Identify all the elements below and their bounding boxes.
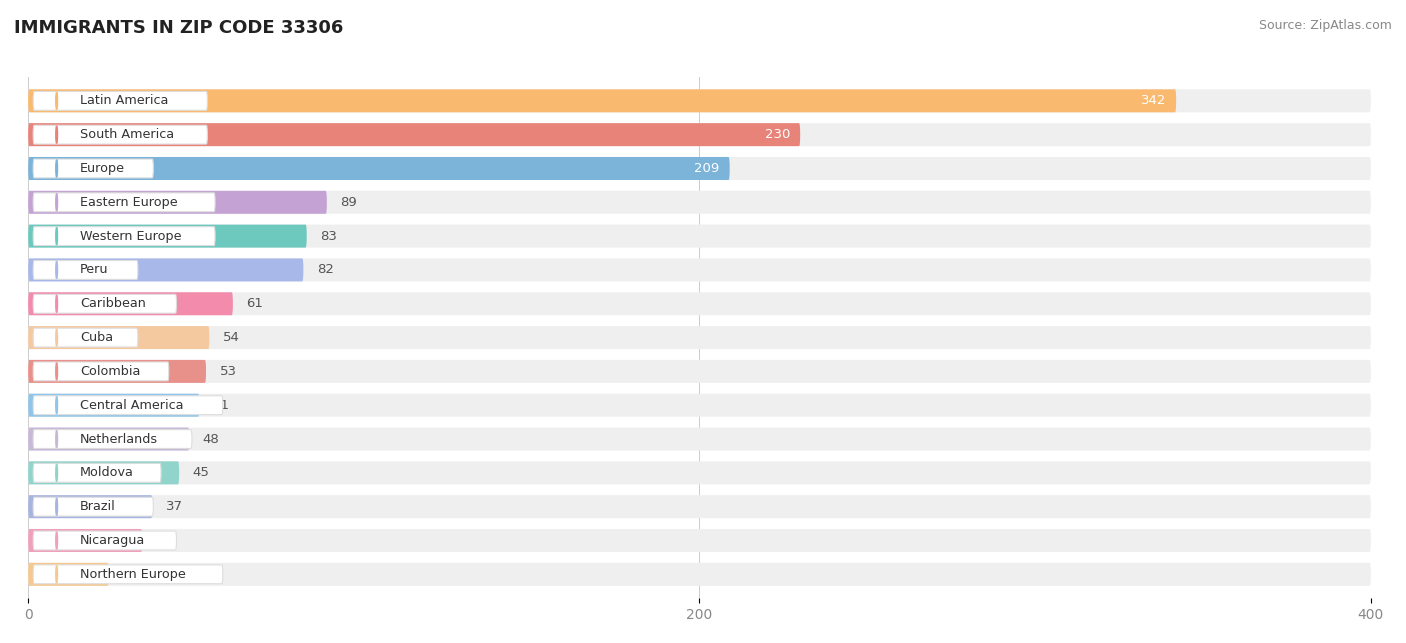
Text: 45: 45 (193, 466, 209, 479)
Text: 51: 51 (212, 399, 229, 412)
Text: IMMIGRANTS IN ZIP CODE 33306: IMMIGRANTS IN ZIP CODE 33306 (14, 19, 343, 37)
Text: 24: 24 (122, 568, 139, 581)
FancyBboxPatch shape (28, 394, 200, 417)
FancyBboxPatch shape (28, 123, 800, 146)
FancyBboxPatch shape (34, 193, 215, 212)
FancyBboxPatch shape (28, 563, 108, 586)
Text: 48: 48 (202, 433, 219, 446)
FancyBboxPatch shape (34, 430, 193, 448)
FancyBboxPatch shape (28, 394, 1371, 417)
FancyBboxPatch shape (28, 191, 1371, 213)
FancyBboxPatch shape (28, 495, 152, 518)
FancyBboxPatch shape (28, 428, 1371, 451)
FancyBboxPatch shape (28, 563, 1371, 586)
FancyBboxPatch shape (34, 159, 153, 178)
Circle shape (56, 159, 58, 177)
FancyBboxPatch shape (28, 360, 207, 383)
FancyBboxPatch shape (34, 531, 177, 550)
Text: 89: 89 (340, 196, 357, 209)
Text: Eastern Europe: Eastern Europe (80, 196, 177, 209)
FancyBboxPatch shape (34, 294, 177, 313)
FancyBboxPatch shape (28, 462, 179, 484)
FancyBboxPatch shape (34, 497, 153, 516)
FancyBboxPatch shape (34, 565, 222, 584)
FancyBboxPatch shape (34, 328, 138, 347)
Text: South America: South America (80, 128, 174, 141)
Circle shape (56, 261, 58, 278)
FancyBboxPatch shape (28, 258, 304, 282)
FancyBboxPatch shape (28, 462, 1371, 484)
FancyBboxPatch shape (28, 293, 233, 315)
FancyBboxPatch shape (28, 89, 1177, 113)
Circle shape (56, 498, 58, 516)
Text: 53: 53 (219, 365, 236, 378)
Text: 82: 82 (316, 264, 333, 276)
Text: 342: 342 (1140, 95, 1166, 107)
Circle shape (56, 295, 58, 312)
Circle shape (56, 228, 58, 245)
Text: 34: 34 (156, 534, 173, 547)
FancyBboxPatch shape (28, 293, 1371, 315)
Text: Northern Europe: Northern Europe (80, 568, 186, 581)
FancyBboxPatch shape (34, 125, 207, 144)
FancyBboxPatch shape (28, 428, 190, 451)
FancyBboxPatch shape (28, 191, 326, 213)
FancyBboxPatch shape (34, 260, 138, 279)
Text: 37: 37 (166, 500, 183, 513)
Circle shape (56, 397, 58, 414)
Text: 61: 61 (246, 297, 263, 311)
Circle shape (56, 532, 58, 549)
Text: Brazil: Brazil (80, 500, 115, 513)
FancyBboxPatch shape (28, 326, 1371, 349)
Text: 83: 83 (321, 230, 337, 242)
FancyBboxPatch shape (28, 495, 1371, 518)
Text: Peru: Peru (80, 264, 108, 276)
Text: 54: 54 (222, 331, 239, 344)
FancyBboxPatch shape (28, 157, 730, 180)
FancyBboxPatch shape (28, 224, 307, 248)
Text: Netherlands: Netherlands (80, 433, 159, 446)
FancyBboxPatch shape (28, 224, 1371, 248)
Circle shape (56, 194, 58, 211)
FancyBboxPatch shape (28, 360, 1371, 383)
Circle shape (56, 430, 58, 448)
Circle shape (56, 329, 58, 347)
Text: Latin America: Latin America (80, 95, 169, 107)
FancyBboxPatch shape (34, 464, 162, 482)
FancyBboxPatch shape (34, 91, 207, 110)
FancyBboxPatch shape (28, 326, 209, 349)
Circle shape (56, 363, 58, 380)
FancyBboxPatch shape (28, 123, 1371, 146)
Text: Europe: Europe (80, 162, 125, 175)
Circle shape (56, 464, 58, 482)
Text: Colombia: Colombia (80, 365, 141, 378)
Text: 230: 230 (765, 128, 790, 141)
FancyBboxPatch shape (28, 157, 1371, 180)
FancyBboxPatch shape (34, 396, 222, 415)
Text: Western Europe: Western Europe (80, 230, 181, 242)
Circle shape (56, 566, 58, 583)
FancyBboxPatch shape (28, 89, 1371, 113)
FancyBboxPatch shape (28, 529, 1371, 552)
Text: Source: ZipAtlas.com: Source: ZipAtlas.com (1258, 19, 1392, 32)
FancyBboxPatch shape (34, 227, 215, 246)
Text: 209: 209 (695, 162, 720, 175)
Text: Moldova: Moldova (80, 466, 134, 479)
Circle shape (56, 92, 58, 109)
Text: Central America: Central America (80, 399, 184, 412)
Circle shape (56, 126, 58, 143)
Text: Caribbean: Caribbean (80, 297, 146, 311)
FancyBboxPatch shape (28, 258, 1371, 282)
FancyBboxPatch shape (28, 529, 142, 552)
Text: Nicaragua: Nicaragua (80, 534, 145, 547)
Text: Cuba: Cuba (80, 331, 114, 344)
FancyBboxPatch shape (34, 362, 169, 381)
